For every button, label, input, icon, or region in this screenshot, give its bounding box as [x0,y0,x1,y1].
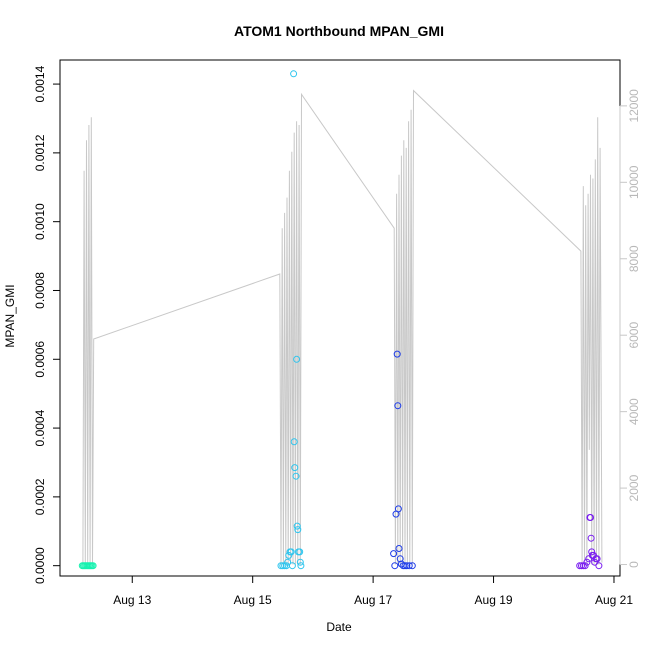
y-axis-label: MPAN_GMI [3,284,17,347]
data-point-s2-12 [405,562,413,570]
data-point-s1-18 [296,558,304,566]
chart-title: ATOM1 Northbound MPAN_GMI [234,23,444,39]
y2-tick-label-6: 12000 [627,89,641,123]
x-axis: Aug 13 Aug 15 Aug 17 Aug 19 Aug 21 [113,575,633,607]
data-point-s1-9 [290,70,298,78]
data-point-s2-13 [408,562,416,570]
y-tick-label-2: 0.0004 [33,409,47,446]
y-tick-label-7: 0.0014 [33,65,47,102]
x-tick-label-1: Aug 15 [234,593,272,607]
y2-tick-label-1: 2000 [627,474,641,501]
data-point-s1-15 [294,526,302,534]
data-point-s2-6 [395,545,403,552]
data-point-s3-7 [587,514,594,521]
data-point-s2-4 [394,402,402,410]
data-point-s2-5 [394,505,402,513]
x-tick-label-0: Aug 13 [113,593,151,607]
y-tick-label-5: 0.0010 [33,203,47,240]
data-point-s2-3 [393,350,401,358]
data-point-s1-7 [287,548,295,556]
x-axis-label: Date [326,620,352,634]
y-tick-label-6: 0.0012 [33,134,47,171]
x-tick-label-3: Aug 19 [475,593,513,607]
data-point-s3-4 [583,558,591,566]
y-tick-label-3: 0.0006 [33,341,47,378]
data-point-s2-0 [390,550,398,558]
data-point-s1-13 [293,355,301,363]
secondary-line-series [82,89,603,565]
data-point-s3-8 [587,534,595,542]
data-point-s3-9 [588,548,596,556]
line-layer [82,89,603,565]
y-tick-label-0: 0.0000 [33,547,47,584]
data-point-s3-14 [593,555,601,563]
data-point-s1-17 [296,548,304,556]
data-point-s2-1 [391,562,399,570]
data-point-s1-19 [297,562,305,570]
data-point-s1-5 [285,551,293,559]
secondary-y-axis: 0 2000 4000 6000 8000 10000 12000 [619,89,641,568]
data-point-s1-14 [293,522,301,530]
data-point-s2-7 [396,555,404,563]
y-tick-label-1: 0.0002 [33,478,47,515]
point-layer [78,70,603,570]
plot-frame [59,59,621,577]
x-tick-label-4: Aug 21 [595,593,633,607]
y2-tick-label-2: 4000 [627,398,641,425]
data-point-s0-9 [89,562,97,570]
y-axis: 0.0000 0.0002 0.0004 0.0006 0.0008 0.0010 0.00… [33,65,61,584]
y2-tick-label-0: 0 [627,561,641,568]
data-point-s1-11 [291,464,299,472]
data-point-s1-4 [284,558,292,566]
data-point-s1-8 [288,562,296,570]
y-tick-label-4: 0.0008 [33,272,47,309]
data-point-s1-10 [290,438,298,446]
data-point-s1-12 [292,472,300,480]
data-point-s3-3 [581,562,589,570]
x-tick-label-2: Aug 17 [354,593,392,607]
y2-tick-label-5: 10000 [627,165,641,199]
y2-tick-label-4: 8000 [627,245,641,272]
data-point-s3-15 [595,562,603,570]
y2-tick-label-3: 6000 [627,322,641,349]
